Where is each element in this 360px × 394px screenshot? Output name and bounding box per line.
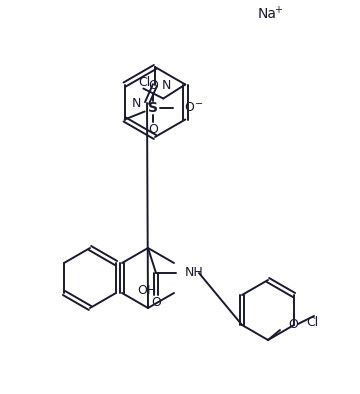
Text: Cl: Cl <box>139 76 151 89</box>
Text: S: S <box>148 100 158 115</box>
Text: O: O <box>151 297 161 310</box>
Text: N: N <box>132 97 141 110</box>
Text: O: O <box>288 318 298 331</box>
Text: Cl: Cl <box>306 316 318 329</box>
Text: NH: NH <box>185 266 204 279</box>
Text: +: + <box>274 5 282 15</box>
Text: N: N <box>162 78 171 91</box>
Text: Na: Na <box>258 7 277 21</box>
Text: O: O <box>148 123 158 136</box>
Text: O: O <box>185 101 194 114</box>
Text: OH: OH <box>137 284 156 297</box>
Text: O: O <box>148 79 158 92</box>
Text: −: − <box>195 98 203 108</box>
